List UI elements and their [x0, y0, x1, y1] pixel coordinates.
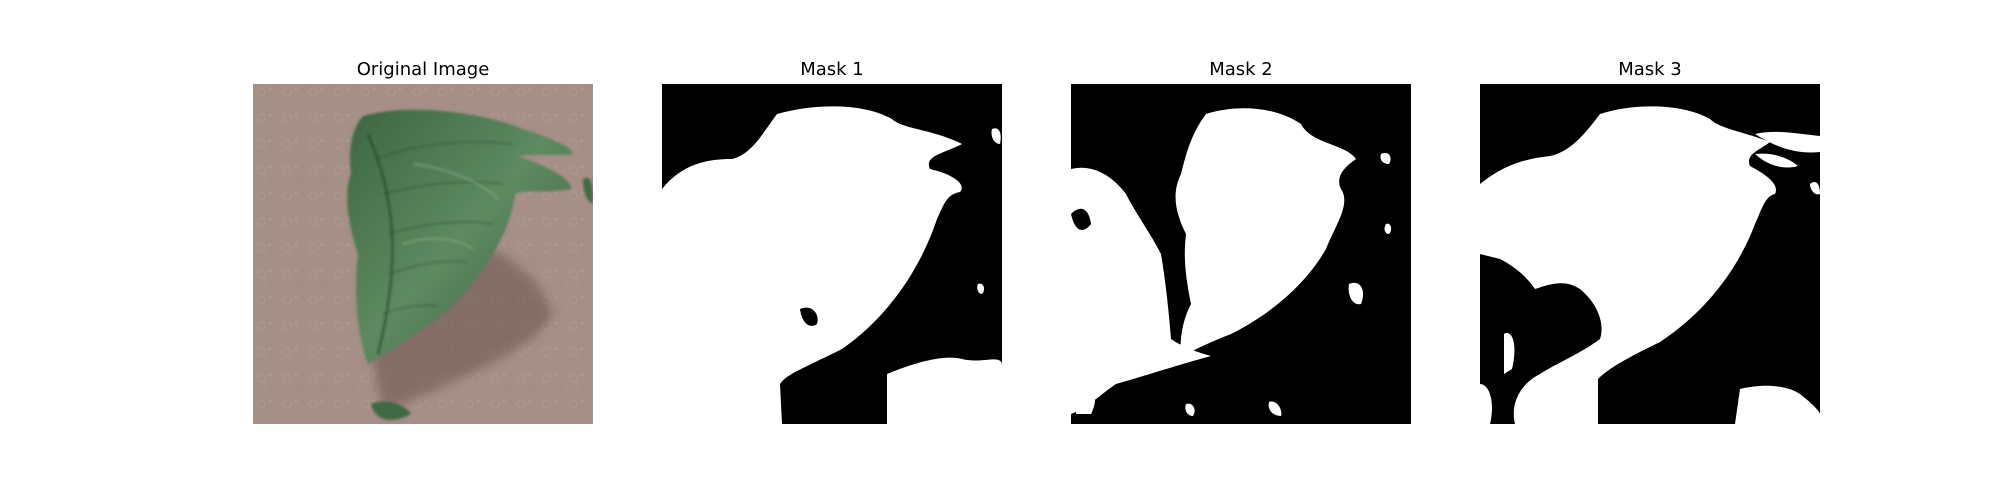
leaf	[347, 109, 593, 420]
mask-2-title: Mask 2	[1209, 59, 1273, 80]
mask-1-image	[662, 84, 1002, 424]
mask-3-image	[1480, 84, 1820, 424]
mask-3	[1480, 84, 1820, 424]
mask-1	[662, 84, 1002, 424]
mask-2-leaf	[1175, 108, 1356, 359]
original-image-panel: Original Image	[253, 58, 593, 424]
mask-1-title: Mask 1	[800, 59, 864, 80]
mask-3-foreground	[1480, 106, 1776, 424]
mask-3-panel: Mask 3	[1480, 58, 1820, 424]
mask-3-title: Mask 3	[1618, 59, 1682, 80]
mask-2	[1071, 84, 1411, 424]
original-image-title: Original Image	[356, 59, 490, 80]
mask-1-foreground	[662, 106, 962, 424]
mask-2-panel: Mask 2	[1071, 58, 1411, 424]
mask-2-image	[1071, 84, 1411, 424]
leaf-photo	[253, 84, 593, 424]
mask-1-panel: Mask 1	[662, 58, 1002, 424]
original-image	[253, 84, 593, 424]
mask-2-left-region	[1071, 167, 1211, 414]
